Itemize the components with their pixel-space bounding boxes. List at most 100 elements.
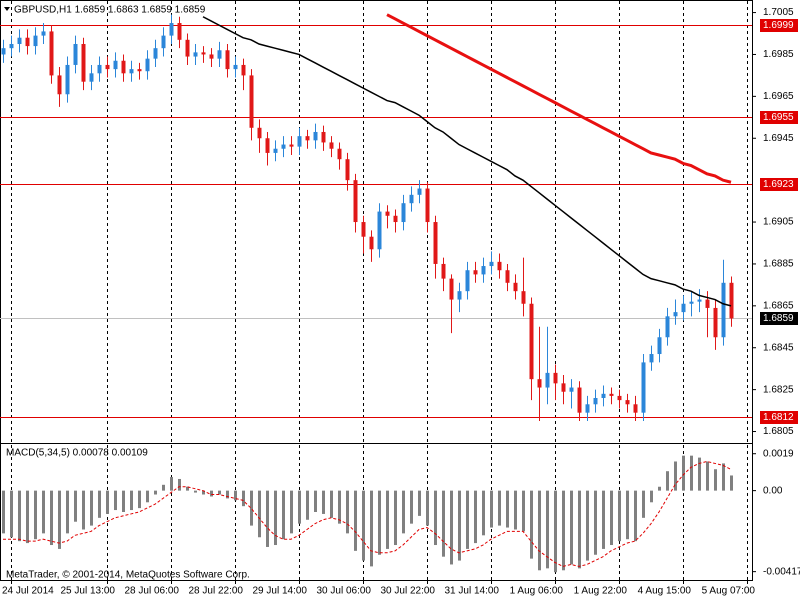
moving-average	[202, 16, 732, 307]
macd-bar	[298, 490, 301, 524]
candle-body	[49, 31, 54, 76]
macd-bar	[306, 490, 309, 520]
macd-bar	[570, 490, 573, 565]
candle-body	[441, 263, 446, 279]
y-tick-label: 1.6885	[763, 259, 794, 270]
macd-bar	[290, 490, 293, 534]
level-box	[760, 19, 798, 32]
macd-bar	[554, 490, 557, 573]
candle-body	[705, 299, 710, 308]
macd-bar	[370, 490, 373, 567]
macd-bar	[418, 490, 421, 516]
macd-bar	[386, 490, 389, 549]
x-tick-label: 1 Aug 06:00	[510, 586, 564, 597]
macd-bar	[426, 490, 429, 526]
candle-body	[369, 236, 374, 250]
macd-bar	[458, 490, 461, 561]
level-label: 1.6812	[763, 412, 794, 423]
candle-body	[201, 52, 206, 55]
candle-body	[625, 400, 630, 405]
macd-bar	[234, 490, 237, 501]
candle-body	[345, 159, 350, 181]
symbol-menu-arrow[interactable]	[4, 7, 10, 11]
candle-body	[265, 138, 270, 153]
macd-bar	[682, 455, 685, 491]
plot-frame	[0, 0, 753, 581]
candle-body	[257, 127, 262, 139]
candle-body	[697, 299, 702, 302]
candle-body	[145, 58, 150, 72]
candle-body	[105, 64, 110, 70]
candle-body	[585, 404, 590, 413]
macd-bar	[482, 490, 485, 536]
candle-body	[377, 211, 382, 250]
macd-bar	[378, 490, 381, 555]
macd-bar	[474, 490, 477, 544]
macd-bar	[226, 490, 229, 499]
candle-body	[449, 278, 454, 300]
candle-body	[129, 69, 134, 74]
candle-body	[473, 270, 478, 275]
candle-body	[121, 60, 126, 74]
y-tick-label: 1.6805	[763, 426, 794, 437]
candle-body	[233, 64, 238, 70]
macd-bar	[106, 490, 109, 514]
candle-body	[417, 188, 422, 195]
macd-bar	[82, 490, 85, 530]
macd-bar	[362, 490, 365, 561]
candle-body	[721, 282, 726, 338]
macd-bar	[506, 490, 509, 528]
candle-body	[305, 136, 310, 141]
candle-body	[673, 312, 678, 317]
x-tick-label: 30 Jul 22:00	[381, 586, 436, 597]
macd-bar	[650, 490, 653, 503]
candle-body	[465, 270, 470, 292]
candle-body	[97, 64, 102, 74]
macd-bar	[610, 490, 613, 546]
candle-body	[713, 307, 718, 338]
last-price-box	[760, 312, 798, 325]
candle-body	[537, 379, 542, 388]
macd-bar	[658, 486, 661, 491]
candle-body	[641, 362, 646, 413]
level-label: 1.6923	[763, 179, 794, 190]
macd-bar	[242, 490, 245, 507]
x-tick-label: 31 Jul 14:00	[445, 586, 500, 597]
candle-body	[169, 23, 174, 36]
macd-bar	[410, 490, 413, 524]
macd-bar	[18, 490, 21, 542]
candle-body	[657, 337, 662, 355]
y-tick-label: 1.6905	[763, 217, 794, 228]
candle-body	[209, 54, 214, 59]
macd-bar	[138, 490, 141, 509]
macd-bar	[666, 471, 669, 491]
macd-bar	[146, 490, 149, 503]
candle-body	[553, 372, 558, 384]
candle-body	[681, 303, 686, 313]
candle-body	[617, 395, 622, 401]
candle-body	[649, 354, 654, 363]
x-tick-label: 28 Jul 06:00	[125, 586, 180, 597]
macd-bar	[578, 490, 581, 569]
macd-bar	[714, 469, 717, 491]
macd-bar	[130, 490, 133, 511]
candle-body	[313, 131, 318, 141]
macd-bar	[162, 484, 165, 491]
macd-bar	[634, 490, 637, 542]
moving-average	[386, 13, 732, 184]
macd-bar	[402, 490, 405, 534]
candle-body	[433, 222, 438, 264]
candle-body	[81, 43, 86, 82]
macd-bar	[50, 490, 53, 546]
macd-bar	[250, 490, 253, 526]
candle-body	[577, 387, 582, 413]
x-tick-label: 4 Aug 15:00	[638, 586, 692, 597]
candle-body	[73, 43, 78, 65]
candle-body	[241, 64, 246, 76]
candle-body	[593, 398, 598, 405]
candle-body	[185, 39, 190, 57]
x-tick-label: 28 Jul 22:00	[189, 586, 244, 597]
